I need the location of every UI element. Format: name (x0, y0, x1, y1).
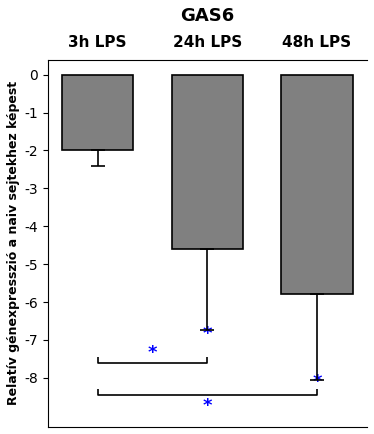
Bar (281, 75, 353, 294)
X-axis label: GAS6: GAS6 (180, 7, 234, 25)
Bar (172, 75, 243, 249)
Text: *: * (312, 373, 322, 391)
Bar (62, 75, 134, 151)
Text: *: * (203, 397, 212, 415)
Text: *: * (203, 325, 212, 343)
Y-axis label: Relatív génexpresszió a naiv sejtekhez képest: Relatív génexpresszió a naiv sejtekhez k… (7, 81, 20, 405)
Text: *: * (148, 344, 157, 362)
